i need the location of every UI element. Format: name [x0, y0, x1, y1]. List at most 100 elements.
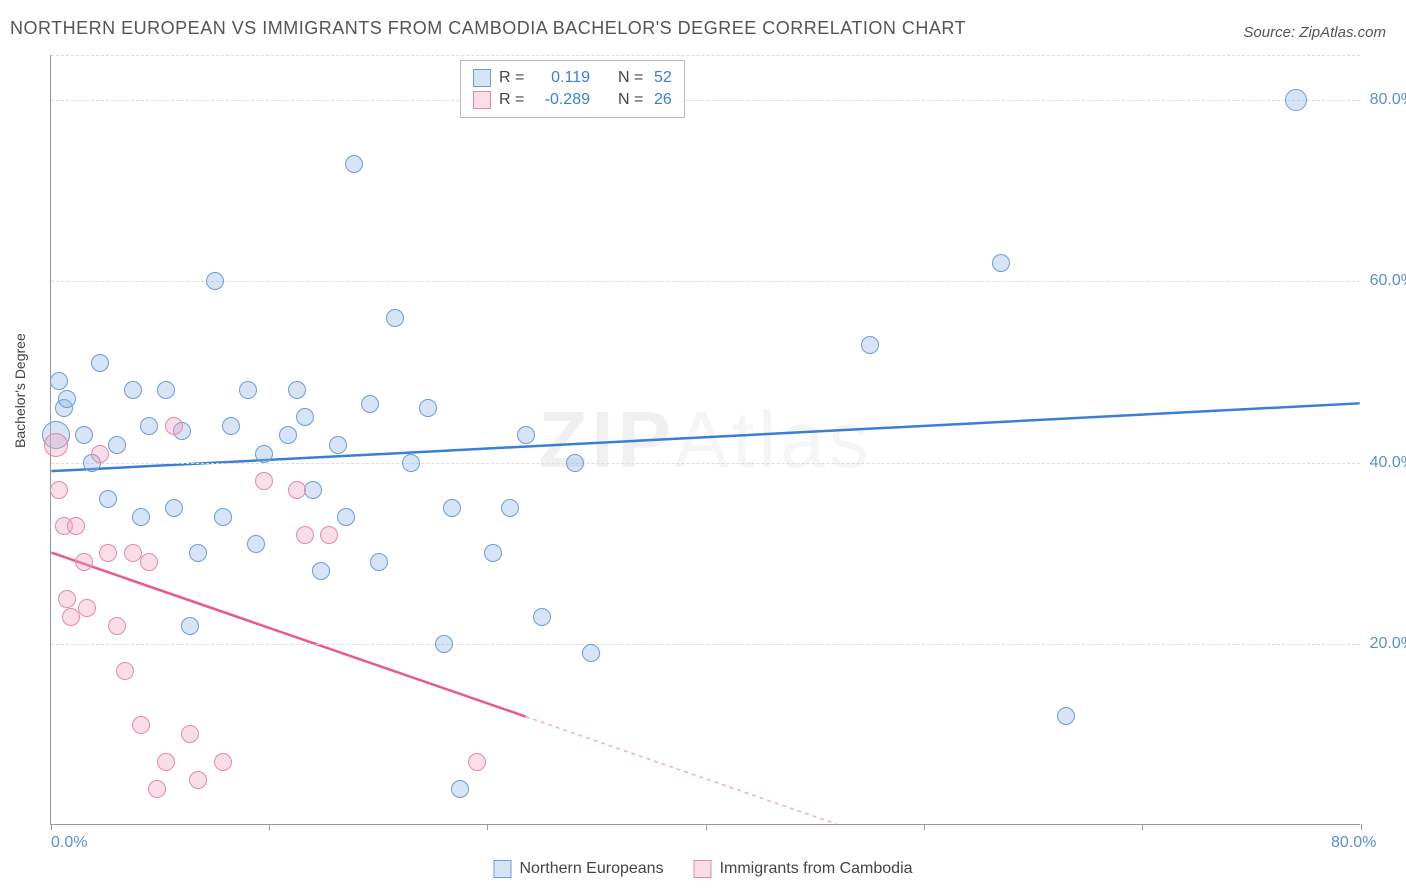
x-tick [487, 824, 488, 830]
legend-item-series-1: Northern Europeans [493, 860, 663, 878]
data-point [140, 417, 158, 435]
data-point [157, 381, 175, 399]
n-label: N = [618, 91, 646, 109]
gridline [51, 463, 1360, 464]
data-point [255, 445, 273, 463]
swatch-icon [694, 860, 712, 878]
data-point [296, 408, 314, 426]
data-point [468, 753, 486, 771]
data-point [148, 780, 166, 798]
data-point [533, 608, 551, 626]
data-point [329, 436, 347, 454]
data-point [108, 436, 126, 454]
data-point [50, 372, 68, 390]
data-point [222, 417, 240, 435]
data-point [304, 481, 322, 499]
r-value: 0.119 [535, 69, 590, 87]
data-point [181, 725, 199, 743]
data-point [288, 481, 306, 499]
data-point [116, 662, 134, 680]
data-point [320, 526, 338, 544]
x-tick [1142, 824, 1143, 830]
series-legend: Northern Europeans Immigrants from Cambo… [493, 860, 912, 878]
data-point [91, 354, 109, 372]
data-point [58, 390, 76, 408]
x-tick-label: 0.0% [51, 834, 87, 852]
gridline [51, 100, 1360, 101]
n-value: 26 [654, 91, 672, 109]
data-point [99, 490, 117, 508]
x-tick [1361, 824, 1362, 830]
gridline [51, 55, 1360, 56]
legend-row-series-1: R = 0.119 N = 52 [473, 67, 672, 89]
series-name: Immigrants from Cambodia [720, 860, 913, 878]
data-point [419, 399, 437, 417]
trend-lines-layer [51, 55, 1360, 824]
data-point [484, 544, 502, 562]
data-point [189, 771, 207, 789]
data-point [91, 445, 109, 463]
data-point [1057, 707, 1075, 725]
source-value: ZipAtlas.com [1299, 24, 1386, 41]
data-point [165, 499, 183, 517]
y-tick-label: 40.0% [1370, 454, 1406, 472]
swatch-icon [493, 860, 511, 878]
data-point [345, 155, 363, 173]
data-point [239, 381, 257, 399]
data-point [44, 433, 68, 457]
data-point [435, 635, 453, 653]
r-value: -0.289 [535, 91, 590, 109]
data-point [247, 535, 265, 553]
data-point [501, 499, 519, 517]
correlation-legend: R = 0.119 N = 52 R = -0.289 N = 26 [460, 60, 685, 118]
data-point [361, 395, 379, 413]
x-tick [269, 824, 270, 830]
legend-row-series-2: R = -0.289 N = 26 [473, 89, 672, 111]
data-point [386, 309, 404, 327]
x-tick [706, 824, 707, 830]
legend-item-series-2: Immigrants from Cambodia [694, 860, 913, 878]
data-point [67, 517, 85, 535]
data-point [157, 753, 175, 771]
n-value: 52 [654, 69, 672, 87]
data-point [279, 426, 297, 444]
gridline [51, 281, 1360, 282]
data-point [189, 544, 207, 562]
data-point [337, 508, 355, 526]
data-point [206, 272, 224, 290]
data-point [517, 426, 535, 444]
data-point [132, 508, 150, 526]
data-point [443, 499, 461, 517]
data-point [108, 617, 126, 635]
x-tick [51, 824, 52, 830]
y-axis-label: Bachelor's Degree [12, 333, 28, 448]
data-point [165, 417, 183, 435]
data-point [50, 481, 68, 499]
data-point [62, 608, 80, 626]
data-point [370, 553, 388, 571]
data-point [566, 454, 584, 472]
scatter-plot-area: ZIPAtlas 20.0%40.0%60.0%80.0%0.0%80.0% [50, 55, 1360, 825]
r-label: R = [499, 69, 527, 87]
chart-title: NORTHERN EUROPEAN VS IMMIGRANTS FROM CAM… [10, 18, 966, 39]
data-point [992, 254, 1010, 272]
data-point [75, 426, 93, 444]
data-point [861, 336, 879, 354]
source-attribution: Source: ZipAtlas.com [1243, 24, 1386, 41]
data-point [75, 553, 93, 571]
series-name: Northern Europeans [519, 860, 663, 878]
data-point [402, 454, 420, 472]
data-point [312, 562, 330, 580]
data-point [124, 381, 142, 399]
data-point [140, 553, 158, 571]
x-tick [924, 824, 925, 830]
source-label: Source: [1243, 24, 1295, 41]
y-tick-label: 60.0% [1370, 272, 1406, 290]
r-label: R = [499, 91, 527, 109]
data-point [214, 508, 232, 526]
data-point [132, 716, 150, 734]
y-tick-label: 20.0% [1370, 635, 1406, 653]
swatch-icon [473, 69, 491, 87]
x-tick-label: 80.0% [1331, 834, 1376, 852]
data-point [214, 753, 232, 771]
